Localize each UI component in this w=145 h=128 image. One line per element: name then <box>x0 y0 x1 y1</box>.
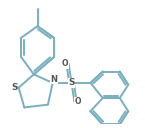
Text: O: O <box>62 60 69 68</box>
Text: S: S <box>68 78 75 87</box>
Text: S: S <box>11 83 18 92</box>
Text: N: N <box>50 75 57 84</box>
Text: O: O <box>75 97 81 106</box>
